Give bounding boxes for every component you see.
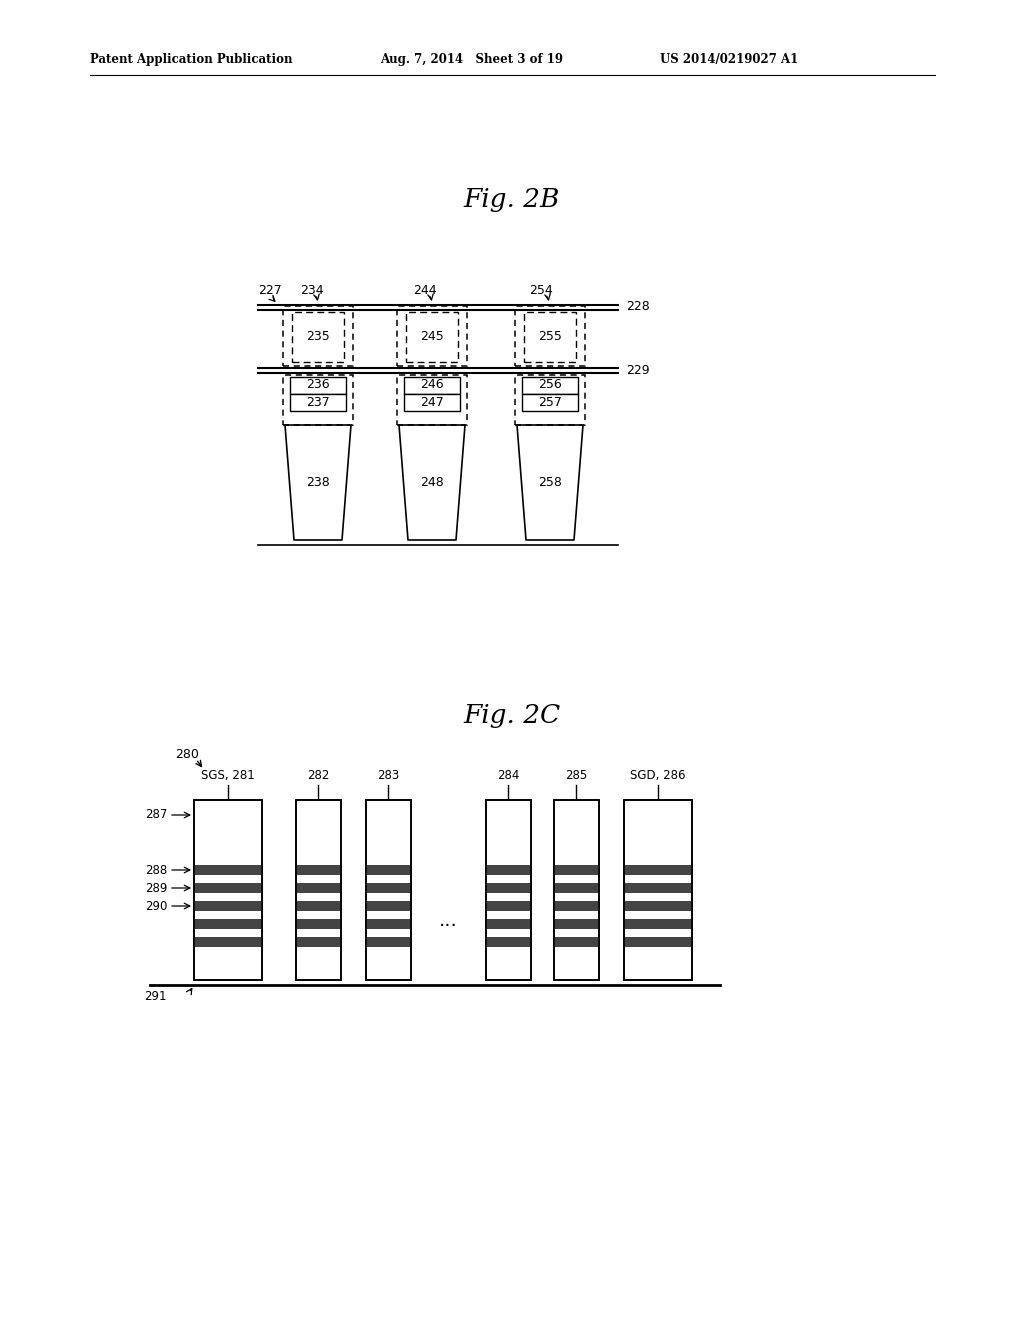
Text: 238: 238 (306, 475, 330, 488)
Text: 248: 248 (420, 475, 443, 488)
Polygon shape (517, 425, 583, 540)
Text: 246: 246 (420, 379, 443, 392)
Text: 228: 228 (626, 301, 650, 314)
Bar (296, 883, 341, 894)
Bar (290, 393, 346, 411)
Bar (406, 312, 458, 362)
Bar (292, 312, 344, 362)
Text: 256: 256 (539, 379, 562, 392)
Text: 280: 280 (175, 748, 199, 762)
Bar (554, 937, 599, 946)
Bar (624, 883, 692, 894)
Bar (397, 306, 467, 366)
Text: 282: 282 (307, 770, 329, 781)
Polygon shape (285, 425, 351, 540)
Text: 254: 254 (529, 284, 553, 297)
Bar (366, 800, 411, 979)
Bar (404, 393, 460, 411)
Text: Aug. 7, 2014   Sheet 3 of 19: Aug. 7, 2014 Sheet 3 of 19 (380, 54, 563, 66)
Text: 237: 237 (306, 396, 330, 408)
Text: 234: 234 (300, 284, 324, 297)
Bar (296, 937, 341, 946)
Text: 244: 244 (413, 284, 436, 297)
Bar (486, 800, 531, 979)
Text: 247: 247 (420, 396, 443, 408)
Bar (486, 919, 531, 929)
Text: US 2014/0219027 A1: US 2014/0219027 A1 (660, 54, 799, 66)
Text: 284: 284 (497, 770, 519, 781)
Text: 291: 291 (144, 990, 167, 1003)
Text: 227: 227 (258, 284, 282, 297)
Text: SGD, 286: SGD, 286 (630, 770, 686, 781)
Text: 236: 236 (306, 379, 330, 392)
Bar (404, 378, 460, 393)
Bar (194, 800, 262, 979)
Bar (366, 937, 411, 946)
Bar (624, 919, 692, 929)
Bar (624, 800, 692, 979)
Text: 245: 245 (420, 330, 443, 343)
Bar (296, 919, 341, 929)
Bar (554, 902, 599, 911)
Bar (486, 800, 531, 979)
Bar (296, 800, 341, 979)
Bar (366, 919, 411, 929)
Text: 257: 257 (538, 396, 562, 408)
Bar (194, 883, 262, 894)
Bar (554, 800, 599, 979)
Bar (624, 800, 692, 979)
Bar (554, 865, 599, 875)
Bar (554, 883, 599, 894)
Bar (515, 375, 585, 425)
Bar (522, 393, 578, 411)
Text: SGS, 281: SGS, 281 (201, 770, 255, 781)
Bar (486, 902, 531, 911)
Bar (194, 865, 262, 875)
Text: Fig. 2C: Fig. 2C (464, 702, 560, 727)
Bar (366, 902, 411, 911)
Text: 229: 229 (626, 363, 649, 376)
Bar (366, 865, 411, 875)
Text: Fig. 2B: Fig. 2B (464, 187, 560, 213)
Bar (283, 375, 353, 425)
Text: 288: 288 (144, 863, 167, 876)
Text: 283: 283 (377, 770, 399, 781)
Text: 287: 287 (144, 808, 167, 821)
Bar (194, 800, 262, 979)
Text: 285: 285 (565, 770, 587, 781)
Text: 289: 289 (144, 882, 167, 895)
Bar (522, 378, 578, 393)
Bar (366, 883, 411, 894)
Bar (524, 312, 575, 362)
Bar (486, 865, 531, 875)
Text: 290: 290 (144, 899, 167, 912)
Bar (296, 865, 341, 875)
Bar (296, 902, 341, 911)
Polygon shape (399, 425, 465, 540)
Bar (486, 883, 531, 894)
Text: ...: ... (438, 911, 458, 929)
Bar (486, 937, 531, 946)
Text: Patent Application Publication: Patent Application Publication (90, 54, 293, 66)
Bar (296, 800, 341, 979)
Bar (397, 375, 467, 425)
Bar (290, 378, 346, 393)
Bar (194, 937, 262, 946)
Bar (194, 919, 262, 929)
Bar (624, 902, 692, 911)
Bar (554, 919, 599, 929)
Bar (194, 902, 262, 911)
Bar (554, 800, 599, 979)
Bar (624, 865, 692, 875)
Bar (283, 306, 353, 366)
Text: 258: 258 (538, 475, 562, 488)
Text: 235: 235 (306, 330, 330, 343)
Bar (366, 800, 411, 979)
Bar (624, 937, 692, 946)
Text: 255: 255 (538, 330, 562, 343)
Bar (515, 306, 585, 366)
